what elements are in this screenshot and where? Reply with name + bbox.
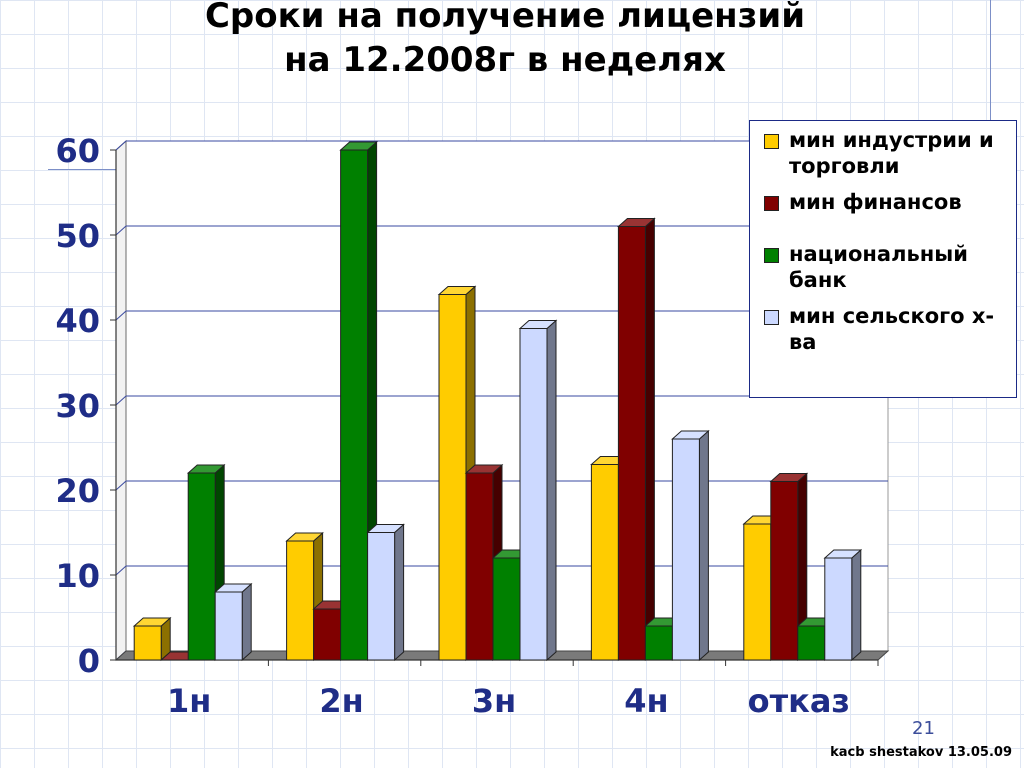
gridline-depth <box>115 565 127 576</box>
legend-item: национальный банк <box>764 241 1010 293</box>
author-credit: kacb shestakov 13.05.09 <box>830 745 1012 760</box>
bar <box>671 438 700 661</box>
x-tick-label: 2н <box>319 682 363 720</box>
x-tick-label: отказ <box>748 682 850 720</box>
bar <box>797 625 826 661</box>
bar <box>340 149 369 661</box>
bar-side <box>698 429 709 662</box>
chart-legend: мин индустрии и торговли мин финансов на… <box>749 120 1017 398</box>
legend-swatch <box>764 310 779 325</box>
bar <box>286 540 315 661</box>
bar-side <box>851 548 862 662</box>
title-line-2: на 12.2008г в неделях <box>284 40 726 80</box>
y-tick-label: 20 <box>55 472 100 510</box>
bar <box>313 608 342 661</box>
y-tick-label: 0 <box>78 642 100 680</box>
legend-swatch <box>764 196 779 211</box>
y-tick-label: 50 <box>55 217 100 255</box>
x-tick-label: 4н <box>624 682 668 720</box>
bar <box>824 557 853 661</box>
x-tick-label: 1н <box>167 682 211 720</box>
legend-label: мин финансов <box>789 190 962 214</box>
title-line-1: Сроки на получение лицензий <box>204 0 806 36</box>
gridline-depth <box>115 140 127 151</box>
y-tick-label: 60 <box>55 132 100 170</box>
gridline-depth <box>115 395 127 406</box>
bar <box>214 591 243 661</box>
gridline-depth <box>115 310 127 321</box>
legend-swatch <box>764 134 779 149</box>
legend-swatch <box>764 248 779 263</box>
y-tick-label: 40 <box>55 302 100 340</box>
legend-item: мин индустрии и торговли <box>764 127 1010 179</box>
bar <box>367 532 396 661</box>
x-tick-label: 3н <box>472 682 516 720</box>
bar <box>465 472 494 661</box>
bar <box>519 328 548 661</box>
bar <box>590 464 619 661</box>
slide-title: Сроки на получение лицензий на 12.2008г … <box>0 0 1010 82</box>
bar-side <box>546 319 557 662</box>
legend-item: мин финансов <box>764 189 1010 215</box>
bar-side <box>241 582 252 662</box>
legend-label: мин индустрии и торговли <box>789 128 994 178</box>
legend-item: мин сельского х-ва <box>764 303 1010 355</box>
bar-side <box>394 523 405 662</box>
y-tick-label: 30 <box>55 387 100 425</box>
gridline-depth <box>115 225 127 236</box>
bar <box>770 481 799 661</box>
bar <box>187 472 216 661</box>
gridline-depth <box>115 480 127 491</box>
bar-side <box>644 217 655 662</box>
y-tick-label: 10 <box>55 557 100 595</box>
bar <box>644 625 673 661</box>
bar <box>743 523 772 661</box>
bar <box>617 226 646 661</box>
legend-label: мин сельского х-ва <box>789 304 995 354</box>
legend-label: национальный банк <box>789 242 968 292</box>
bar <box>133 625 162 661</box>
page-number: 21 <box>912 718 935 739</box>
bar <box>438 294 467 661</box>
bar <box>492 557 521 661</box>
